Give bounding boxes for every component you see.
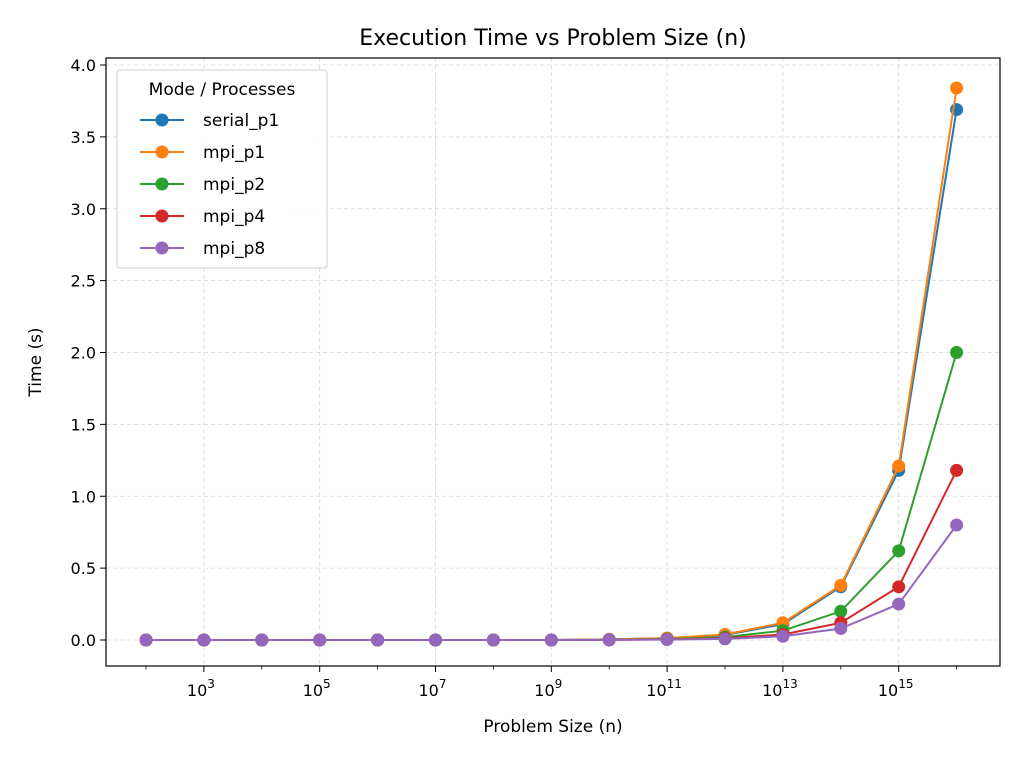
legend-label: mpi_p8 xyxy=(203,239,265,259)
data-point xyxy=(834,604,848,618)
data-point xyxy=(892,544,906,558)
data-point xyxy=(371,633,385,647)
legend-entry: serial_p1 xyxy=(140,111,279,131)
x-tick-label: 109 xyxy=(534,677,562,700)
data-point xyxy=(486,633,500,647)
data-point xyxy=(892,580,906,594)
data-point xyxy=(139,633,153,647)
y-tick-label: 3.5 xyxy=(71,128,96,147)
y-tick-label: 1.5 xyxy=(71,415,96,434)
data-point xyxy=(892,597,906,611)
y-tick-label: 2.0 xyxy=(71,344,96,363)
data-point xyxy=(429,633,442,647)
data-point xyxy=(718,632,732,646)
data-point xyxy=(950,81,964,95)
data-point xyxy=(950,346,964,359)
y-tick-label: 1.0 xyxy=(71,487,96,506)
legend-marker xyxy=(155,113,169,127)
legend-marker xyxy=(155,177,169,191)
x-tick-label: 1015 xyxy=(878,677,914,700)
legend-entry: mpi_p1 xyxy=(140,143,265,163)
y-tick-label: 0.0 xyxy=(71,631,96,650)
data-point xyxy=(255,633,269,647)
data-point xyxy=(660,633,674,647)
legend-entry: mpi_p4 xyxy=(140,207,265,227)
legend-marker xyxy=(155,145,169,159)
x-tick-label: 105 xyxy=(303,677,331,700)
chart-title: Execution Time vs Problem Size (n) xyxy=(359,26,746,51)
legend-label: mpi_p4 xyxy=(203,207,265,227)
legend-entry: mpi_p2 xyxy=(140,175,265,195)
data-point xyxy=(892,459,906,473)
data-point xyxy=(313,633,327,647)
data-point xyxy=(834,622,848,635)
y-tick-label: 3.0 xyxy=(71,200,96,219)
data-point xyxy=(197,633,211,647)
data-point xyxy=(950,518,964,532)
x-axis-label: Problem Size (n) xyxy=(483,717,622,737)
y-tick-label: 2.5 xyxy=(71,272,96,291)
legend-entries: serial_p1 mpi_p1 mpi_p2 mpi_p4 mpi_p8 xyxy=(140,111,279,259)
x-axis: 103 105 107 109 1011 1013 1015 xyxy=(145,666,957,700)
y-axis-label: Time (s) xyxy=(26,327,46,397)
legend-marker xyxy=(155,241,169,255)
data-point xyxy=(776,629,790,643)
legend-marker xyxy=(155,209,169,223)
data-point xyxy=(950,463,964,477)
series-layer xyxy=(139,81,964,647)
x-tick-label: 1013 xyxy=(762,677,798,700)
legend-label: mpi_p2 xyxy=(203,175,265,195)
legend-entry: mpi_p8 xyxy=(140,239,265,259)
legend: Mode / Processes serial_p1 mpi_p1 mpi_p2mp… xyxy=(116,69,328,269)
x-tick-label: 107 xyxy=(419,677,447,700)
x-tick-label: 1011 xyxy=(646,677,682,700)
legend-label: mpi_p1 xyxy=(203,143,265,163)
plot-frame xyxy=(105,57,1001,667)
legend-label: serial_p1 xyxy=(203,111,279,131)
y-tick-label: 4.0 xyxy=(71,56,96,75)
data-point xyxy=(544,633,558,647)
y-axis: 0.0 0.5 1.0 1.5 2.0 2.5 3.0 3.5 4.0 xyxy=(71,56,106,650)
series-mpi_p8 xyxy=(139,518,964,647)
data-point xyxy=(834,578,848,592)
legend-title: Mode / Processes xyxy=(149,80,296,100)
y-tick-label: 0.5 xyxy=(71,559,96,578)
x-tick-label: 103 xyxy=(187,677,215,700)
data-point xyxy=(602,633,616,647)
